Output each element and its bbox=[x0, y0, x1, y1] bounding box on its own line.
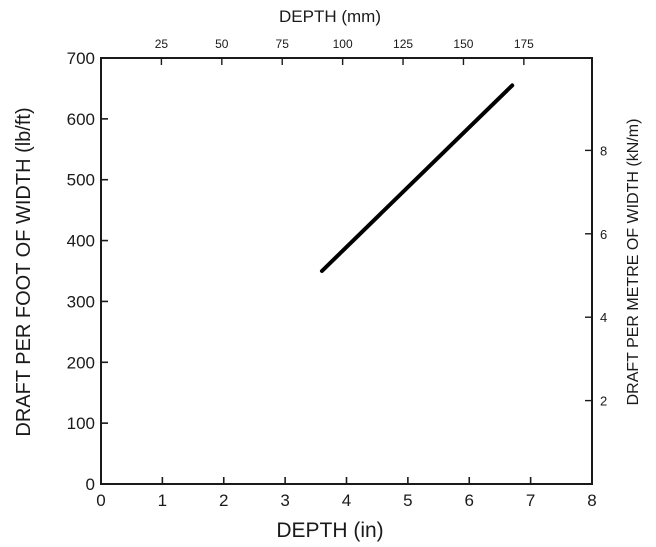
y-axis-title-left: DRAFT PER FOOT OF WIDTH (lb/ft) bbox=[13, 107, 35, 436]
x-tick-label: 4 bbox=[342, 491, 351, 510]
x-axis-bottom: 0 1 2 3 4 5 6 7 8 bbox=[96, 477, 597, 510]
y-tick-label: 0 bbox=[86, 475, 95, 494]
y-tick-label: 100 bbox=[67, 414, 95, 433]
x-tick-label: 8 bbox=[587, 491, 596, 510]
top-tick-label: 50 bbox=[215, 37, 229, 51]
y-axis-right: 2 4 6 8 bbox=[585, 143, 607, 409]
y-tick-label: 200 bbox=[67, 353, 95, 372]
top-tick-label: 125 bbox=[393, 37, 413, 51]
y-tick-label: 600 bbox=[67, 110, 95, 129]
x-tick-label: 0 bbox=[96, 491, 105, 510]
top-tick-label: 25 bbox=[155, 37, 169, 51]
right-tick-label: 4 bbox=[600, 310, 607, 325]
y-axis-title-right: DRAFT PER METRE OF WIDTH (kN/m) bbox=[625, 119, 642, 406]
x-axis-top: 25 50 75 100 125 150 175 bbox=[155, 37, 534, 65]
top-tick-label: 100 bbox=[333, 37, 353, 51]
x-tick-label: 3 bbox=[280, 491, 289, 510]
x-tick-label: 7 bbox=[526, 491, 535, 510]
right-tick-label: 8 bbox=[600, 143, 607, 158]
y-axis-left: 0 100 200 300 400 500 600 700 bbox=[67, 49, 108, 494]
x-tick-label: 1 bbox=[158, 491, 167, 510]
y-tick-label: 400 bbox=[67, 232, 95, 251]
top-tick-label: 175 bbox=[514, 37, 534, 51]
x-axis-title-bottom: DEPTH (in) bbox=[276, 519, 383, 542]
series-layer bbox=[319, 83, 515, 273]
y-tick-label: 700 bbox=[67, 49, 95, 68]
top-tick-label: 150 bbox=[453, 37, 473, 51]
right-tick-label: 2 bbox=[600, 394, 607, 409]
y-tick-label: 500 bbox=[67, 171, 95, 190]
x-axis-title-top: DEPTH (mm) bbox=[279, 7, 381, 26]
y-tick-label: 300 bbox=[67, 292, 95, 311]
data-line bbox=[319, 83, 515, 273]
x-tick-label: 2 bbox=[219, 491, 228, 510]
x-tick-label: 5 bbox=[403, 491, 412, 510]
top-tick-label: 75 bbox=[276, 37, 290, 51]
plot-frame bbox=[100, 57, 593, 485]
x-tick-label: 6 bbox=[465, 491, 474, 510]
right-tick-label: 6 bbox=[600, 227, 607, 242]
